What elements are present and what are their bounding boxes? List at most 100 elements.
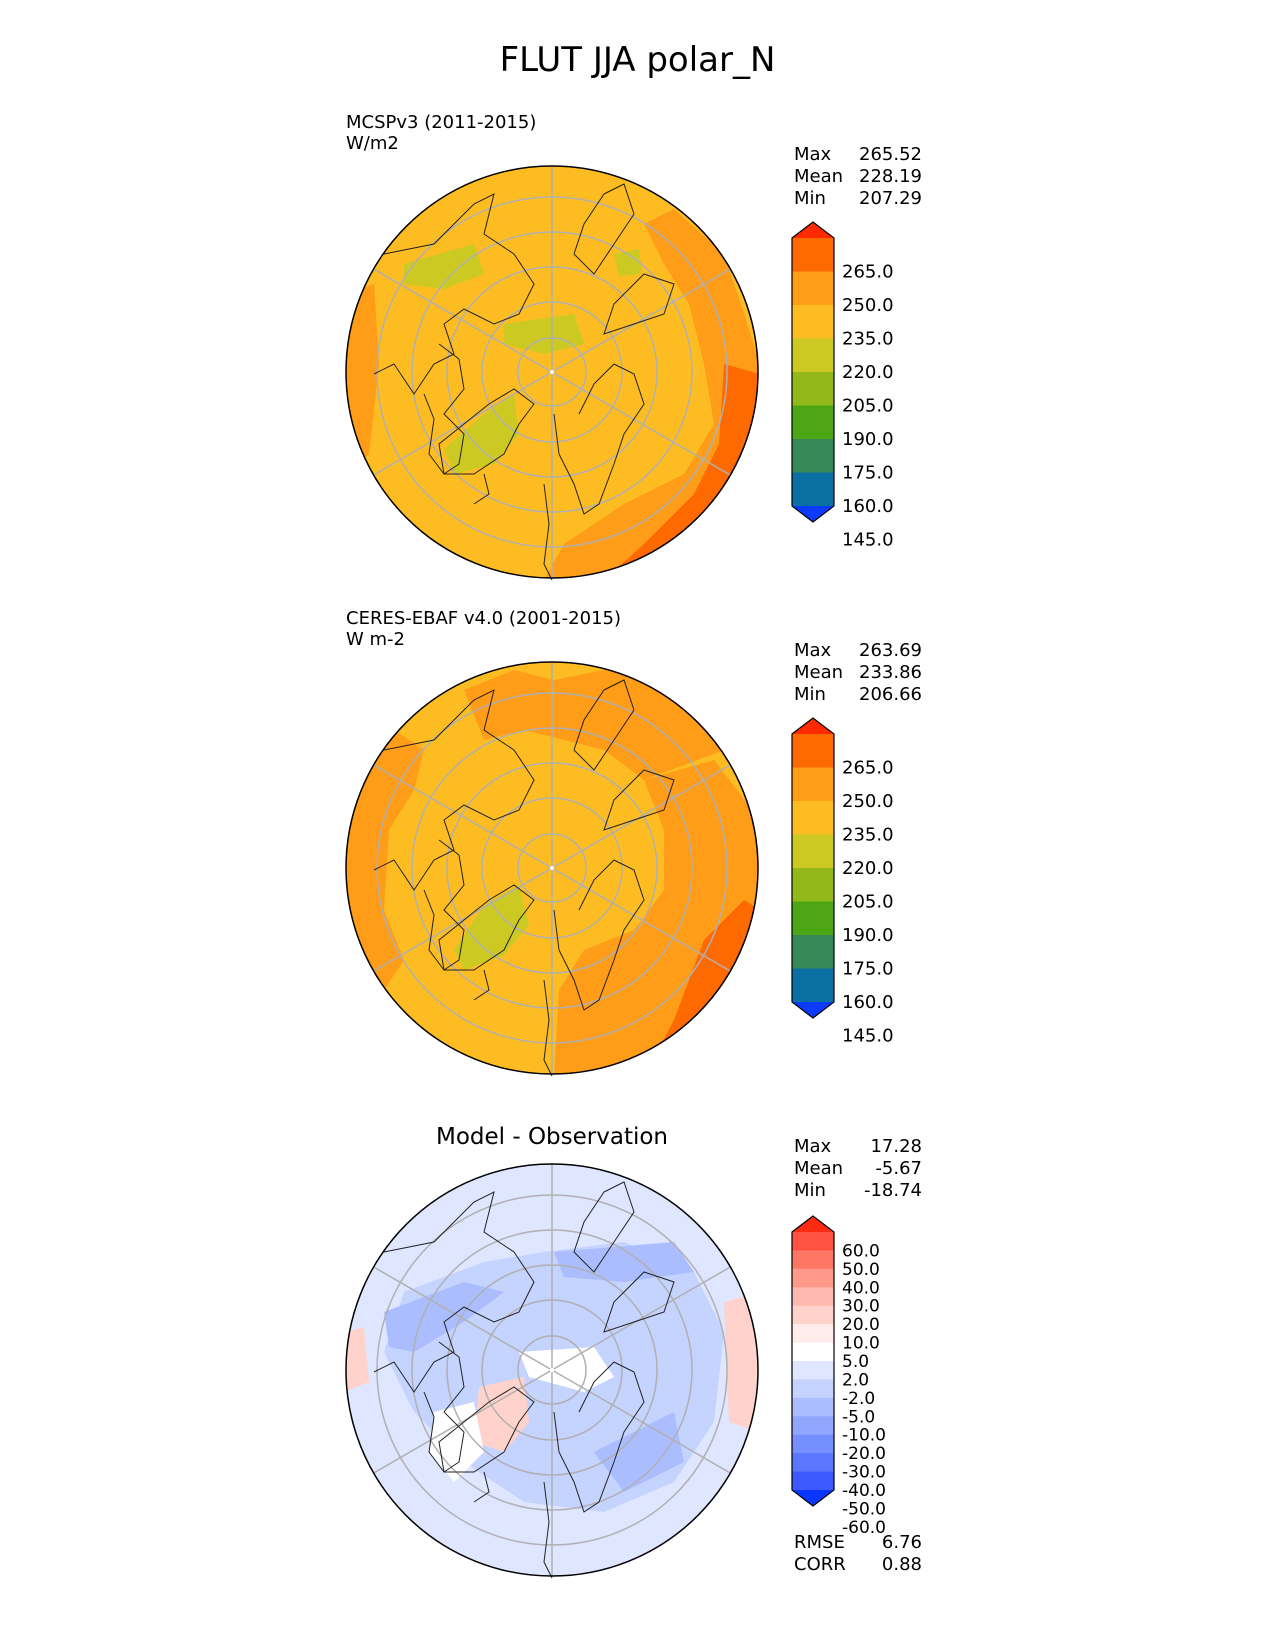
- colorbar-segment: [792, 1434, 834, 1454]
- colorbar-extend-top: [792, 718, 834, 734]
- colorbar-segment: [792, 1397, 834, 1417]
- pole-point: [550, 866, 554, 870]
- stat-row-max: Max 265.52: [794, 144, 922, 166]
- stat-label: Max: [794, 144, 832, 165]
- stat-label: Mean: [794, 166, 844, 187]
- colorbar-tick-label: 220.0: [842, 362, 894, 383]
- colorbar-tick-label: 10.0: [842, 1334, 880, 1354]
- colorbar-tick-label: 205.0: [842, 396, 894, 417]
- coastlines: [373, 679, 675, 1077]
- metric-row-corr: CORR 0.88: [794, 1554, 922, 1576]
- stat-label: Mean: [794, 662, 844, 683]
- stat-value: 228.19: [859, 166, 922, 187]
- field-neutral-arctic: [519, 1347, 614, 1392]
- colorbar-tick-label: 160.0: [842, 992, 894, 1013]
- panel-diff-stats: Max 17.28 Mean -5.67 Min -18.74: [794, 1136, 922, 1202]
- colorbar-outline: [791, 221, 835, 523]
- colorbar-extend-bottom: [792, 506, 834, 522]
- colorbar-segment: [792, 1324, 834, 1344]
- colorbar-tick-label: 175.0: [842, 959, 894, 980]
- colorbar-tick-label: 175.0: [842, 463, 894, 484]
- colorbar-tick-label: 235.0: [842, 825, 894, 846]
- colorbar-segment: [792, 767, 834, 802]
- stat-value: 207.29: [859, 188, 922, 209]
- colorbar-diff: 60.050.040.030.020.010.05.02.0-2.0-5.0-1…: [791, 1215, 886, 1538]
- stat-value: 206.66: [859, 684, 922, 705]
- colorbar-segment: [792, 734, 834, 768]
- panel-test-name: MCSPv3 (2011-2015): [346, 112, 537, 133]
- colorbar-tick-label: 160.0: [842, 496, 894, 517]
- panel-ref-name: CERES-EBAF v4.0 (2001-2015): [346, 608, 622, 629]
- colorbar-segment: [792, 271, 834, 306]
- colorbar-tick-label: 145.0: [842, 1026, 894, 1047]
- colorbar-tick-label: -5.0: [842, 1407, 875, 1427]
- colorbar-tick-label: -30.0: [842, 1463, 886, 1483]
- colorbar-test: 265.0 250.0 235.0 220.0 205.0 190.0 175.0 160.0…: [791, 221, 894, 551]
- stat-value: -5.67: [875, 1158, 922, 1179]
- colorbar-extend-top: [792, 1216, 834, 1232]
- panel-ref-stats: Max 263.69 Mean 233.86 Min 206.66: [794, 640, 922, 706]
- colorbar-tick-label: 190.0: [842, 925, 894, 946]
- map-border: [345, 1163, 759, 1577]
- colorbar-segment: [792, 405, 834, 440]
- pole-point: [550, 1368, 554, 1372]
- stat-row-mean: Mean -5.67: [794, 1158, 922, 1180]
- stat-label: Min: [794, 1180, 826, 1201]
- colorbar-tick-label: 145.0: [842, 530, 894, 551]
- pole-point: [550, 370, 554, 374]
- colorbar-tick-label: -40.0: [842, 1481, 886, 1501]
- colorbar-segment: [792, 305, 834, 339]
- stat-value: -18.74: [863, 1180, 922, 1201]
- colorbar-tick-label: 265.0: [842, 758, 894, 779]
- metric-label: RMSE: [794, 1532, 845, 1553]
- panel-ref-units: W m-2: [346, 629, 406, 650]
- field-pos-east-edge: [724, 1292, 758, 1432]
- stat-label: Min: [794, 684, 826, 705]
- colorbar-segment: [792, 1379, 834, 1399]
- colorbar-segment: [792, 1287, 834, 1307]
- field-low-greenland: [444, 394, 519, 474]
- coastlines: [373, 183, 675, 581]
- stat-row-min: Min 206.66: [794, 684, 922, 706]
- colorbar-tick-label: 265.0: [842, 262, 894, 283]
- field-pos-west-edge: [346, 1327, 369, 1392]
- field-low-greenland: [454, 885, 529, 970]
- colorbar-segment: [792, 868, 834, 902]
- stat-label: Max: [794, 1136, 832, 1157]
- colorbar-segment: [792, 935, 834, 969]
- colorbar-tick-label: 2.0: [842, 1370, 869, 1390]
- stat-row-min: Min 207.29: [794, 188, 922, 210]
- field-pos-greenland: [474, 1377, 529, 1452]
- polar-map-ref: [345, 661, 759, 1077]
- colorbar-extend-top: [792, 222, 834, 238]
- stat-row-mean: Mean 233.86: [794, 662, 922, 684]
- colorbar-tick-label: 40.0: [842, 1278, 880, 1298]
- panel-test-header: MCSPv3 (2011-2015) W/m2: [346, 112, 536, 154]
- colorbar-tick-label: -10.0: [842, 1426, 886, 1446]
- colorbar-extend-bottom: [792, 1002, 834, 1018]
- field-low-arctic: [504, 314, 584, 354]
- field-neg-strong-3: [594, 1412, 684, 1492]
- colorbar-segment: [792, 372, 834, 406]
- colorbar-segment: [792, 1416, 834, 1436]
- stat-row-mean: Mean 228.19: [794, 166, 922, 188]
- colorbar-tick-label: 205.0: [842, 892, 894, 913]
- colorbar-tick-label: 250.0: [842, 791, 894, 812]
- metric-label: CORR: [794, 1554, 846, 1575]
- colorbar-tick-label: 220.0: [842, 858, 894, 879]
- stat-label: Max: [794, 640, 832, 661]
- colorbar-segment: [792, 968, 834, 1003]
- colorbar-tick-label: -20.0: [842, 1444, 886, 1464]
- colorbar-segment: [792, 338, 834, 373]
- stat-value: 233.86: [859, 662, 922, 683]
- colorbar-segment: [792, 801, 834, 835]
- field-low-canada: [404, 244, 484, 289]
- colorbar-tick-label: 50.0: [842, 1260, 880, 1280]
- colorbar-segment: [792, 1268, 834, 1288]
- colorbar-tick-label: 235.0: [842, 329, 894, 350]
- map-border: [345, 165, 759, 579]
- panel-test-stats: Max 265.52 Mean 228.19 Min 207.29: [794, 144, 922, 210]
- colorbar-extend-bottom: [792, 1490, 834, 1506]
- stat-value: 265.52: [859, 144, 922, 165]
- stat-row-max: Max 263.69: [794, 640, 922, 662]
